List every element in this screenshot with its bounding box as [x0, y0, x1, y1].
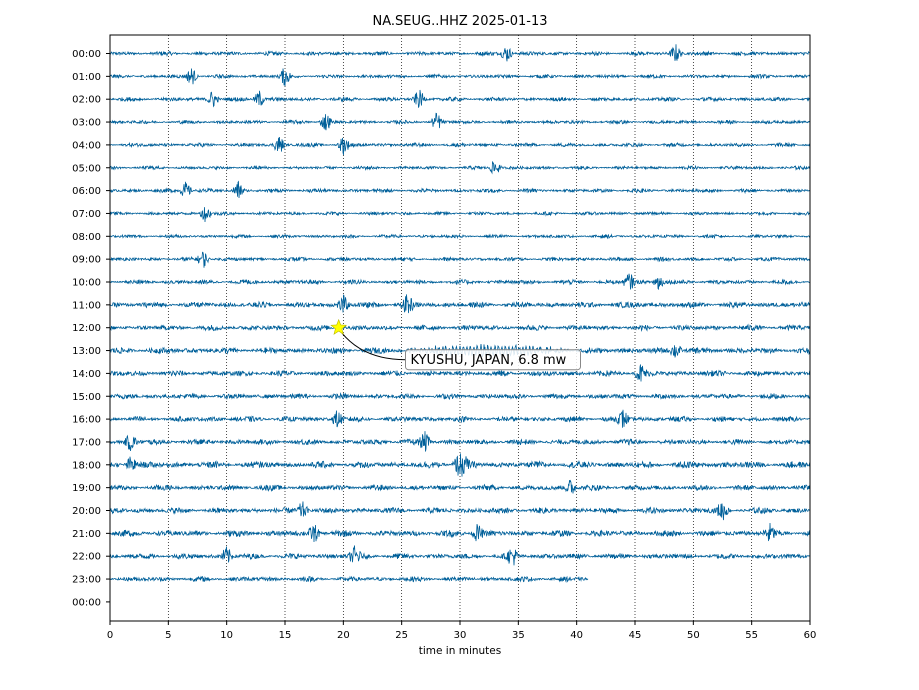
y-axis-ticks: 00:00 01:00 02:00 03:00 04:00 05:00 06:00 07:00…	[72, 49, 110, 608]
seismic-trace	[109, 575, 589, 583]
seismic-traces	[109, 44, 811, 583]
event-annotation: KYUSHU, JAPAN, 6.8 mw	[330, 318, 581, 371]
y-tick-label: 11:00	[72, 300, 101, 311]
x-tick-label: 30	[454, 630, 467, 641]
seismic-trace	[109, 233, 811, 240]
x-tick-label: 25	[395, 630, 408, 641]
x-tick-label: 5	[165, 630, 171, 641]
y-tick-label: 02:00	[72, 95, 101, 106]
y-tick-label: 15:00	[72, 392, 101, 403]
y-tick-label: 09:00	[72, 255, 101, 266]
seismic-trace	[109, 453, 811, 477]
y-tick-label: 18:00	[72, 460, 101, 471]
seismic-trace	[109, 522, 811, 543]
y-tick-label: 19:00	[72, 483, 101, 494]
annotation-arrow	[341, 332, 406, 361]
y-tick-label: 07:00	[72, 209, 101, 220]
y-tick-label: 00:00	[72, 597, 101, 608]
y-tick-label: 20:00	[72, 506, 101, 517]
seismic-trace	[109, 207, 811, 223]
seismic-trace	[109, 501, 811, 521]
y-tick-label: 13:00	[72, 346, 101, 357]
y-tick-label: 16:00	[72, 415, 101, 426]
y-tick-label: 22:00	[72, 552, 101, 563]
x-tick-label: 35	[512, 630, 525, 641]
seismic-trace	[109, 431, 811, 452]
x-tick-label: 15	[279, 630, 292, 641]
event-star-marker	[330, 318, 348, 335]
seismic-trace	[109, 136, 811, 156]
y-tick-label: 12:00	[72, 323, 101, 334]
y-tick-label: 21:00	[72, 529, 101, 540]
y-tick-label: 08:00	[72, 232, 101, 243]
x-axis-ticks: 0 5 10 15 20 25 30 35 40 45 50 55 60	[107, 621, 817, 641]
y-tick-label: 00:00	[72, 49, 101, 60]
seismic-trace	[109, 479, 811, 494]
x-tick-label: 45	[629, 630, 642, 641]
y-tick-label: 23:00	[72, 575, 101, 586]
x-tick-label: 0	[107, 630, 113, 641]
x-axis-label: time in minutes	[419, 645, 501, 657]
y-tick-label: 04:00	[72, 140, 101, 151]
seismic-trace	[109, 364, 811, 382]
seismic-trace	[109, 180, 811, 198]
seismic-trace	[109, 44, 811, 62]
seismic-trace	[109, 89, 811, 108]
seismic-trace	[109, 112, 811, 131]
annotation-box	[405, 349, 581, 371]
seismic-trace	[109, 251, 811, 268]
x-tick-label: 20	[337, 630, 350, 641]
y-tick-label: 05:00	[72, 163, 101, 174]
seismic-trace	[109, 294, 811, 314]
seismic-trace	[109, 323, 811, 332]
y-tick-label: 01:00	[72, 72, 101, 83]
x-tick-label: 50	[687, 630, 700, 641]
y-tick-label: 10:00	[72, 278, 101, 289]
seismic-trace	[109, 273, 811, 291]
x-tick-label: 55	[745, 630, 758, 641]
y-tick-label: 17:00	[72, 437, 101, 448]
x-tick-label: 60	[804, 630, 817, 641]
seismic-trace	[109, 545, 811, 566]
seismic-trace	[109, 343, 811, 358]
seismic-trace	[109, 409, 810, 428]
annotation-label: KYUSHU, JAPAN, 6.8 mw	[411, 353, 567, 368]
seismic-trace	[109, 161, 811, 175]
x-tick-label: 10	[220, 630, 233, 641]
chart-title: NA.SEUG..HHZ 2025-01-13	[373, 14, 548, 29]
y-tick-label: 03:00	[72, 118, 101, 129]
seismic-trace	[109, 392, 811, 401]
seismic-trace	[109, 68, 811, 87]
y-tick-label: 14:00	[72, 369, 101, 380]
y-tick-label: 06:00	[72, 186, 101, 197]
x-tick-label: 40	[570, 630, 583, 641]
